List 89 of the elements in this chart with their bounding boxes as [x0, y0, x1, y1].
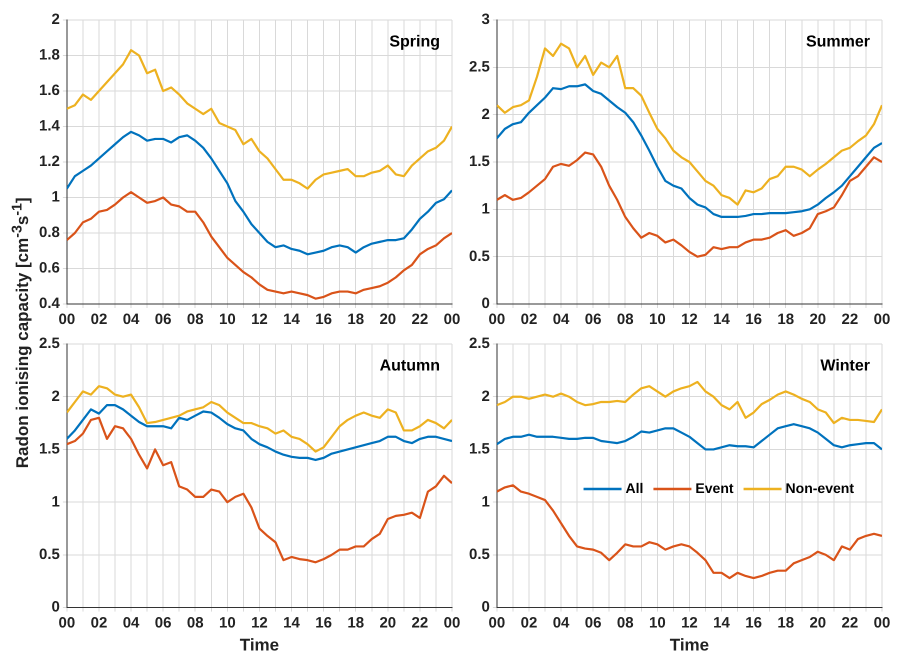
x-tick-label: 18	[777, 311, 794, 328]
text: Winter	[820, 357, 870, 374]
x-tick-label: 00	[488, 311, 506, 328]
y-tick-label: 0.5	[468, 546, 490, 564]
legend-label: All	[626, 480, 644, 496]
y-tick-label: 1.2	[38, 153, 60, 170]
y-tick-label: 0.5	[38, 546, 60, 564]
x-tick-label: 16	[315, 614, 332, 632]
x-tick-label: 14	[713, 614, 731, 632]
x-tick-label: 08	[186, 311, 204, 328]
y-tick-label: 0.8	[38, 224, 60, 242]
x-tick-label: 16	[745, 311, 762, 328]
x-tick-label: 08	[616, 614, 634, 632]
x-tick-label: 14	[283, 311, 301, 328]
x-tick-label: 14	[713, 311, 731, 328]
x-tick-label: 22	[412, 311, 428, 328]
y-tick-label: 0	[482, 295, 490, 312]
y-tick-label: 2	[52, 11, 60, 28]
x-tick-label: 00	[874, 311, 890, 328]
x-tick-label: 02	[520, 311, 538, 328]
x-tick-label: 20	[809, 311, 826, 328]
x-tick-label: 08	[186, 614, 204, 632]
y-tick-label: 1	[482, 493, 490, 510]
x-tick-label: 10	[648, 311, 666, 328]
x-tick-label: 20	[379, 614, 396, 632]
x-tick-label: 18	[347, 311, 364, 328]
x-tick-label: 16	[745, 614, 762, 632]
y-tick-label: 1	[52, 493, 60, 510]
x-tick-label: 12	[251, 311, 268, 328]
x-tick-label: 04	[552, 614, 570, 632]
x-tick-label: 12	[681, 614, 698, 632]
x-tick-label: 06	[584, 614, 602, 632]
y-tick-label: 0	[52, 598, 60, 616]
x-tick-label: 14	[283, 614, 301, 632]
x-tick-label: 10	[218, 311, 236, 328]
legend-label: Non-event	[786, 480, 854, 496]
text: Autumn	[380, 357, 440, 374]
y-tick-label: 1.5	[38, 440, 60, 458]
y-tick-label: 1.5	[468, 153, 490, 170]
x-tick-label: 10	[648, 614, 666, 632]
y-tick-label: 1.4	[38, 118, 60, 135]
x-tick-label: 00	[874, 614, 890, 632]
y-tick-label: 2.5	[468, 335, 490, 352]
x-tick-label: 18	[777, 614, 794, 632]
x-tick-label: 00	[488, 614, 506, 632]
x-tick-label: 00	[58, 311, 76, 328]
x-tick-label: 08	[616, 311, 634, 328]
x-tick-label: 02	[520, 614, 538, 632]
x-tick-label: 02	[90, 614, 108, 632]
y-tick-label: 0.5	[468, 248, 490, 265]
x-tick-label: 06	[154, 311, 172, 328]
text: Spring	[389, 33, 440, 50]
x-axis-title: Time	[240, 635, 280, 654]
text: Summer	[806, 33, 870, 50]
x-tick-label: 12	[251, 614, 268, 632]
y-tick-label: 1.5	[468, 440, 490, 458]
x-tick-label: 20	[809, 614, 826, 632]
y-tick-label: 2	[482, 106, 490, 123]
x-tick-label: 00	[444, 614, 460, 632]
x-tick-label: 16	[315, 311, 332, 328]
y-tick-label: 1.6	[38, 82, 60, 100]
y-tick-label: 2	[52, 388, 60, 405]
x-tick-label: 22	[842, 311, 858, 328]
y-tick-label: 3	[482, 11, 490, 28]
y-tick-label: 0.4	[38, 295, 60, 312]
x-tick-label: 10	[218, 614, 236, 632]
y-tick-label: 0	[482, 598, 490, 616]
x-tick-label: 04	[122, 614, 140, 632]
x-tick-label: 00	[444, 311, 460, 328]
x-tick-label: 06	[584, 311, 602, 328]
x-tick-label: 22	[842, 614, 858, 632]
x-tick-label: 04	[122, 311, 140, 328]
x-tick-label: 12	[681, 311, 698, 328]
legend-label: Event	[695, 480, 734, 496]
y-tick-label: 2.5	[468, 58, 490, 76]
x-tick-label: 20	[379, 311, 396, 328]
y-tick-label: 0.6	[38, 260, 60, 277]
x-tick-label: 00	[58, 614, 76, 632]
x-tick-label: 04	[552, 311, 570, 328]
y-tick-label: 1	[482, 200, 490, 218]
x-tick-label: 06	[154, 614, 172, 632]
y-tick-label: 2	[482, 388, 490, 405]
x-tick-label: 22	[412, 614, 428, 632]
y-tick-label: 1.8	[38, 46, 60, 64]
x-tick-label: 02	[90, 311, 108, 328]
x-tick-label: 18	[347, 614, 364, 632]
y-tick-label: 2.5	[38, 335, 60, 352]
y-tick-label: 1	[52, 188, 60, 206]
x-axis-title: Time	[670, 635, 710, 654]
